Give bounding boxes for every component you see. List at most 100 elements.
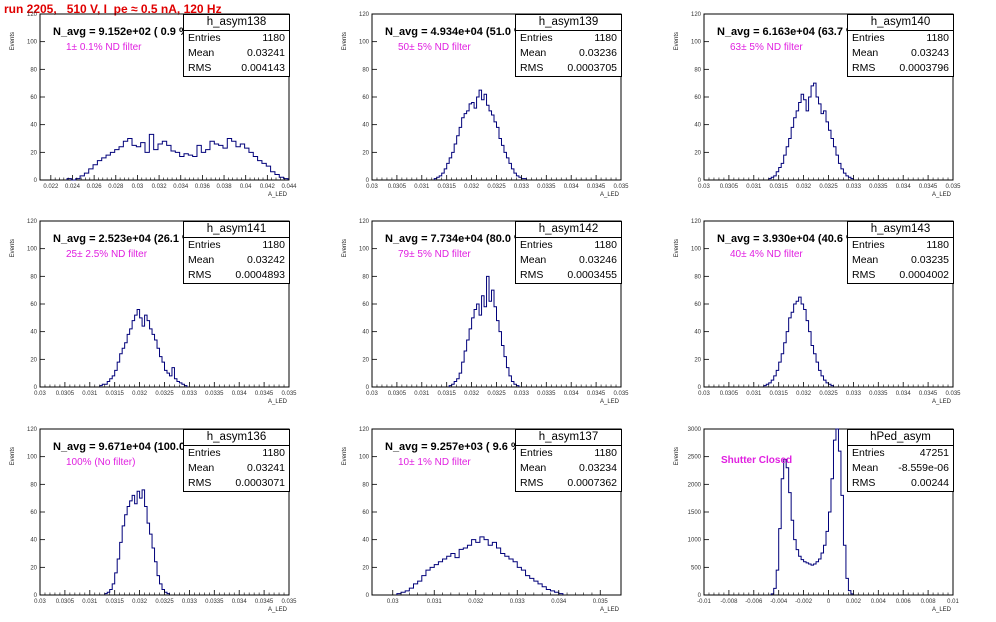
stats-value: 1180 [262, 239, 285, 251]
stats-value: 0.0004002 [899, 269, 949, 281]
y-tick-label: 60 [362, 510, 369, 516]
stats-label: Mean [188, 462, 215, 474]
filter-annotation: Shutter Closed [721, 455, 793, 466]
y-tick-label: 2500 [688, 455, 702, 461]
x-tick-label: 0.0305 [56, 599, 75, 605]
histogram-svg-h_asym142: 0.03 0.0305 0.031 0.0315 0.032 0.0325 0.033 0.0… [342, 219, 629, 405]
stats-label: Entries [852, 447, 885, 459]
x-tick-label: 0.0325 [819, 391, 838, 397]
x-tick-label: 0.01 [947, 599, 959, 605]
filter-annotation: 63± 5% ND filter [730, 42, 803, 53]
y-axis-label: Events [674, 32, 680, 50]
y-tick-label: 20 [30, 565, 37, 571]
stats-row-entries: Entries 1180 [516, 31, 621, 46]
histogram-panel-h_asym137: 0.03 0.031 0.032 0.033 0.034 0.035 0 20 40 60 80 10… [332, 415, 664, 622]
histogram-name: h_asym140 [848, 15, 953, 31]
histogram-panel-h_asym141: 0.03 0.0305 0.031 0.0315 0.032 0.0325 0.033 0.0… [0, 207, 332, 414]
stats-label: RMS [188, 62, 212, 74]
stats-label: RMS [852, 269, 876, 281]
x-tick-label: 0.035 [613, 391, 629, 397]
x-tick-label: 0.033 [846, 184, 862, 190]
stats-row-entries: Entries 1180 [516, 446, 621, 461]
stats-label: Mean [852, 462, 879, 474]
histogram-line [396, 536, 564, 595]
histogram-panel-h_asym136: 0.03 0.0305 0.031 0.0315 0.032 0.0325 0.033 0.0… [0, 415, 332, 622]
filter-annotation: 79± 5% ND filter [398, 249, 471, 260]
stats-row-rms: RMS 0.004143 [184, 61, 289, 76]
y-axis-label: Events [674, 239, 680, 257]
y-tick-label: 120 [27, 427, 38, 433]
y-axis-label: Events [10, 447, 16, 465]
y-tick-label: 100 [359, 455, 370, 461]
y-axis-label: Events [342, 447, 348, 465]
x-tick-label: 0.002 [846, 599, 862, 605]
histogram-name: h_asym137 [516, 430, 621, 446]
x-tick-label: -0.004 [770, 599, 788, 605]
stats-label: Entries [520, 32, 553, 44]
stats-box: h_asym143 Entries 1180 Mean 0.03235 RMS 0.0004… [847, 221, 954, 284]
stats-label: RMS [188, 477, 212, 489]
stats-label: RMS [852, 62, 876, 74]
navg-annotation: N_avg = 3.930e+04 (40.6 %) [717, 233, 860, 245]
stats-box: h_asym142 Entries 1180 Mean 0.03246 RMS 0.0003… [515, 221, 622, 284]
x-tick-label: 0.0345 [587, 184, 606, 190]
y-tick-label: 40 [694, 123, 701, 129]
x-tick-label: 0.034 [896, 184, 912, 190]
y-tick-label: 60 [694, 95, 701, 101]
y-tick-label: 80 [362, 482, 369, 488]
x-tick-label: 0.034 [564, 184, 580, 190]
x-tick-label: 0.006 [896, 599, 912, 605]
stats-row-entries: Entries 1180 [516, 238, 621, 253]
y-tick-label: 2000 [688, 482, 702, 488]
y-tick-label: 20 [30, 357, 37, 363]
x-tick-label: 0.026 [87, 184, 103, 190]
x-tick-label: 0.035 [593, 599, 609, 605]
stats-label: Entries [188, 447, 221, 459]
stats-label: Mean [188, 254, 215, 266]
y-tick-label: 20 [362, 357, 369, 363]
x-tick-label: 0.03 [366, 391, 378, 397]
stats-box: h_asym140 Entries 1180 Mean 0.03243 RMS 0.0003… [847, 14, 954, 77]
x-tick-label: 0.034 [232, 599, 248, 605]
y-tick-label: 100 [359, 247, 370, 253]
x-axis-label: A_LED [600, 607, 620, 613]
x-tick-label: 0.035 [945, 184, 961, 190]
y-tick-label: 1000 [688, 538, 702, 544]
x-tick-label: 0.032 [464, 184, 480, 190]
y-tick-label: 80 [362, 67, 369, 73]
histogram-svg-h_asym136: 0.03 0.0305 0.031 0.0315 0.032 0.0325 0.033 0.0… [10, 427, 297, 613]
y-tick-label: 100 [359, 40, 370, 46]
y-tick-label: 3000 [688, 427, 702, 433]
x-tick-label: 0.0325 [487, 391, 506, 397]
x-tick-label: 0.0345 [255, 599, 274, 605]
stats-row-mean: Mean 0.03241 [184, 461, 289, 476]
stats-row-rms: RMS 0.00244 [848, 476, 953, 491]
stats-value: 1180 [594, 239, 617, 251]
x-tick-label: 0 [827, 599, 831, 605]
histogram-name: h_asym142 [516, 222, 621, 238]
navg-annotation: N_avg = 2.523e+04 (26.1 %) [53, 233, 196, 245]
y-tick-label: 40 [30, 538, 37, 544]
x-tick-label: 0.031 [414, 391, 430, 397]
y-tick-label: 60 [30, 302, 37, 308]
filter-annotation: 25± 2.5% ND filter [66, 249, 148, 260]
y-tick-label: 80 [694, 67, 701, 73]
navg-annotation: N_avg = 7.734e+04 (80.0 %) [385, 233, 528, 245]
x-tick-label: 0.04 [240, 184, 252, 190]
stats-label: RMS [852, 477, 876, 489]
stats-label: RMS [520, 269, 544, 281]
filter-annotation: 50± 5% ND filter [398, 42, 471, 53]
y-tick-label: 120 [359, 12, 370, 18]
y-tick-label: 20 [694, 357, 701, 363]
x-tick-label: 0.031 [746, 391, 762, 397]
x-tick-label: 0.0345 [919, 391, 938, 397]
x-tick-label: 0.034 [564, 391, 580, 397]
stats-value: 0.00244 [911, 477, 949, 489]
x-tick-label: 0.008 [921, 599, 937, 605]
y-axis-label: Events [342, 32, 348, 50]
y-tick-label: 60 [362, 95, 369, 101]
stats-row-rms: RMS 0.0004002 [848, 268, 953, 283]
histogram-name: h_asym139 [516, 15, 621, 31]
stats-value: 1180 [594, 32, 617, 44]
x-tick-label: 0.031 [82, 599, 98, 605]
